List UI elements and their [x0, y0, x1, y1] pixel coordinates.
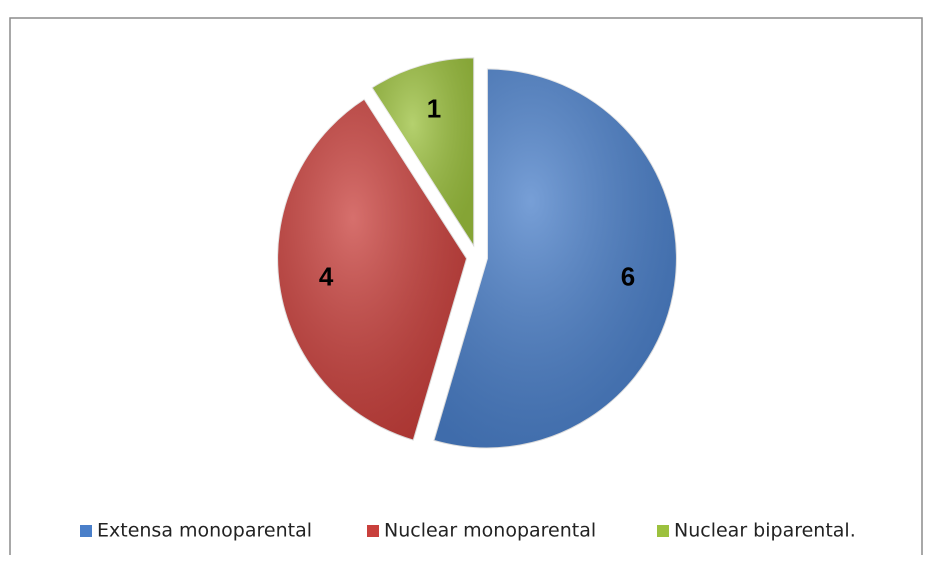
legend-swatch — [657, 525, 669, 537]
chart-border — [9, 17, 923, 555]
data-label: 1 — [427, 94, 441, 124]
data-label: 6 — [621, 262, 635, 292]
slice-shade — [371, 57, 475, 248]
pie: 6 4 1 — [276, 56, 678, 450]
legend-swatch — [80, 525, 92, 537]
legend-swatch — [367, 525, 379, 537]
legend-label: Extensa monoparental — [97, 520, 312, 542]
slice-shade — [277, 98, 468, 441]
slice-shade — [433, 68, 677, 449]
data-label: 4 — [319, 262, 334, 292]
legend-label: Nuclear biparental. — [674, 520, 856, 542]
legend: Extensa monoparental Nuclear monoparental… — [80, 520, 856, 542]
legend-label: Nuclear monoparental — [384, 520, 596, 542]
